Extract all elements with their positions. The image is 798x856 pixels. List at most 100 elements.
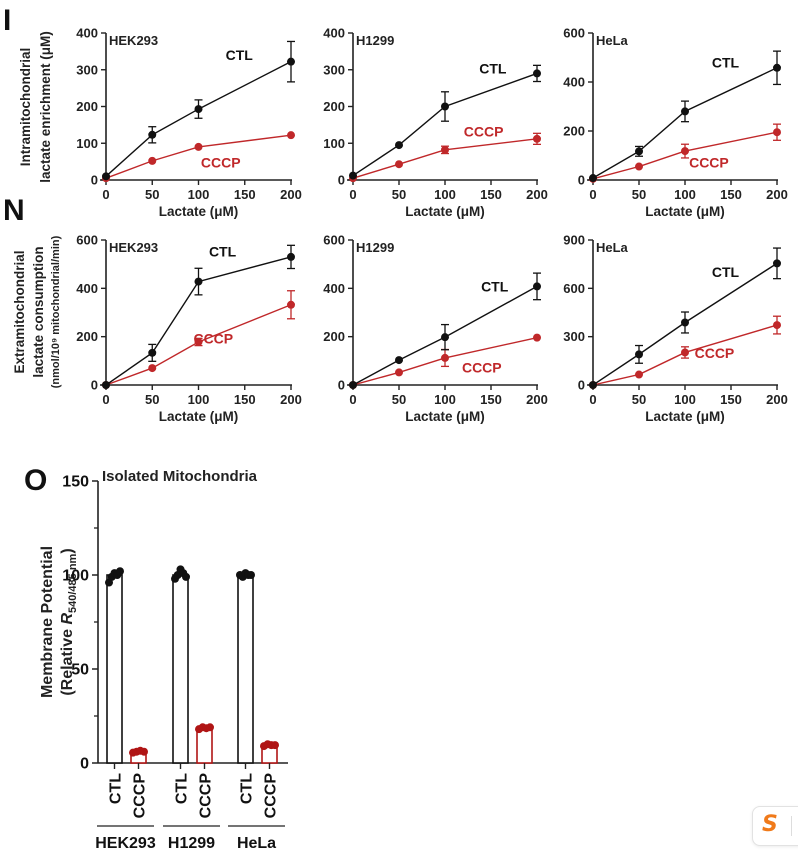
data-point bbox=[102, 172, 110, 181]
y-tick-label: 600 bbox=[563, 281, 585, 296]
cell-line-title: HEK293 bbox=[109, 33, 158, 48]
y-tick-label: 0 bbox=[91, 378, 98, 393]
y-tick-label: 0 bbox=[338, 173, 345, 188]
x-tick-label: 150 bbox=[480, 392, 502, 407]
series-label-ctl: CTL bbox=[712, 264, 740, 280]
x-axis-label: Lactate (μM) bbox=[159, 204, 239, 219]
x-tick-label: 0 bbox=[589, 187, 596, 202]
data-point bbox=[116, 567, 124, 576]
series-line bbox=[105, 61, 292, 177]
data-point bbox=[287, 57, 295, 66]
cell-line-title: HeLa bbox=[596, 33, 629, 48]
x-tick-label: 0 bbox=[102, 187, 109, 202]
data-point bbox=[148, 348, 157, 357]
x-axis-label: Lactate (μM) bbox=[405, 409, 485, 424]
data-point bbox=[194, 277, 203, 286]
bar-group-hek293: CTL CCCP HEK293 bbox=[95, 567, 156, 852]
y-tick-label: 150 bbox=[62, 474, 89, 491]
category-label-cccp: CCCP bbox=[132, 773, 149, 819]
chart-n-h1299: 0 200 400 600 0 50 100 150 200 Lactate (μM) H1299 C… bbox=[323, 233, 548, 425]
data-point bbox=[287, 131, 295, 140]
data-point bbox=[681, 318, 689, 327]
x-tick-label: 150 bbox=[234, 392, 256, 407]
series-label-cccp: CCCP bbox=[464, 123, 504, 139]
bar-chart-title: Isolated Mitochondria bbox=[102, 468, 258, 485]
x-tick-label: 200 bbox=[526, 187, 548, 202]
data-point bbox=[148, 130, 157, 139]
y-tick-label: 0 bbox=[578, 378, 585, 393]
cell-line-title: HEK293 bbox=[109, 240, 158, 255]
x-tick-label: 100 bbox=[674, 392, 696, 407]
data-point bbox=[148, 364, 157, 373]
data-point bbox=[773, 128, 781, 137]
series-cccp: CCCP bbox=[102, 290, 295, 389]
series-line bbox=[352, 138, 538, 179]
series-label-cccp: CCCP bbox=[462, 360, 502, 376]
x-tick-label: 50 bbox=[632, 187, 646, 202]
panel-letter-i: I bbox=[3, 4, 11, 37]
group-label: H1299 bbox=[168, 835, 215, 852]
chart-i-hek293: 0 100 200 300 400 0 50 100 150 200 Lactate (μM) HEK… bbox=[76, 26, 302, 220]
x-axis-label: Lactate (μM) bbox=[645, 409, 725, 424]
category-label-ctl: CTL bbox=[108, 773, 125, 804]
x-tick-label: 150 bbox=[720, 392, 742, 407]
data-point bbox=[395, 368, 403, 377]
x-axis-label: Lactate (μM) bbox=[405, 204, 485, 219]
series-cccp: CCCP bbox=[589, 123, 781, 183]
data-point bbox=[533, 69, 541, 78]
series-ctl: CTL bbox=[589, 247, 781, 389]
x-tick-label: 200 bbox=[526, 392, 548, 407]
y-tick-label: 400 bbox=[323, 26, 345, 41]
cell-line-title: H1299 bbox=[356, 33, 394, 48]
x-axis-label: Lactate (μM) bbox=[645, 204, 725, 219]
panel-letter-o: O bbox=[24, 464, 47, 497]
x-tick-label: 100 bbox=[434, 187, 456, 202]
y-tick-label: 400 bbox=[563, 75, 585, 90]
cell-line-title: HeLa bbox=[596, 240, 629, 255]
x-tick-label: 100 bbox=[188, 187, 210, 202]
data-point bbox=[182, 572, 190, 581]
ylabel-n: Extramitochondrial lactate consumption (… bbox=[12, 235, 62, 388]
chart-i-hela: 0 200 400 600 0 50 100 150 200 Lactate (μM) HeLa CC… bbox=[563, 26, 788, 220]
data-point bbox=[441, 145, 449, 154]
x-tick-label: 200 bbox=[766, 187, 788, 202]
group-label: HeLa bbox=[237, 835, 276, 852]
series-cccp: CCCP bbox=[349, 123, 541, 183]
y-tick-label: 400 bbox=[76, 26, 98, 41]
y-tick-label: 0 bbox=[578, 173, 585, 188]
data-point bbox=[349, 381, 357, 389]
x-tick-label: 50 bbox=[145, 392, 159, 407]
data-point bbox=[349, 171, 357, 180]
data-point bbox=[441, 333, 449, 342]
category-label-ctl: CTL bbox=[174, 773, 191, 804]
data-point bbox=[206, 723, 214, 732]
data-point bbox=[635, 350, 643, 359]
data-point bbox=[395, 141, 403, 150]
data-point bbox=[681, 107, 689, 116]
category-label: CCCP bbox=[263, 773, 280, 819]
data-point bbox=[247, 571, 255, 579]
x-tick-label: 50 bbox=[632, 392, 646, 407]
x-tick-label: 0 bbox=[349, 392, 356, 407]
y-tick-label: 300 bbox=[76, 62, 98, 77]
series-label-ctl: CTL bbox=[481, 278, 509, 294]
series-line bbox=[352, 285, 538, 386]
series-label-cccp: CCCP bbox=[201, 154, 241, 170]
data-point bbox=[589, 381, 597, 389]
data-point bbox=[395, 160, 403, 169]
x-tick-label: 50 bbox=[392, 187, 406, 202]
data-point bbox=[681, 348, 689, 357]
y-tick-label: 400 bbox=[76, 281, 98, 296]
series-ctl: CTL bbox=[102, 40, 295, 181]
y-tick-label: 0 bbox=[80, 756, 89, 773]
s-logo-badge[interactable]: S bbox=[752, 806, 798, 846]
y-tick-label: 300 bbox=[323, 62, 345, 77]
x-tick-label: 150 bbox=[234, 187, 256, 202]
series-cccp: CCCP bbox=[349, 333, 541, 389]
data-point bbox=[194, 142, 203, 151]
series-line bbox=[592, 324, 778, 386]
series-ctl: CTL bbox=[589, 50, 781, 183]
series-label-ctl: CTL bbox=[226, 47, 254, 63]
series-label-ctl: CTL bbox=[209, 244, 237, 260]
data-point bbox=[773, 63, 781, 72]
